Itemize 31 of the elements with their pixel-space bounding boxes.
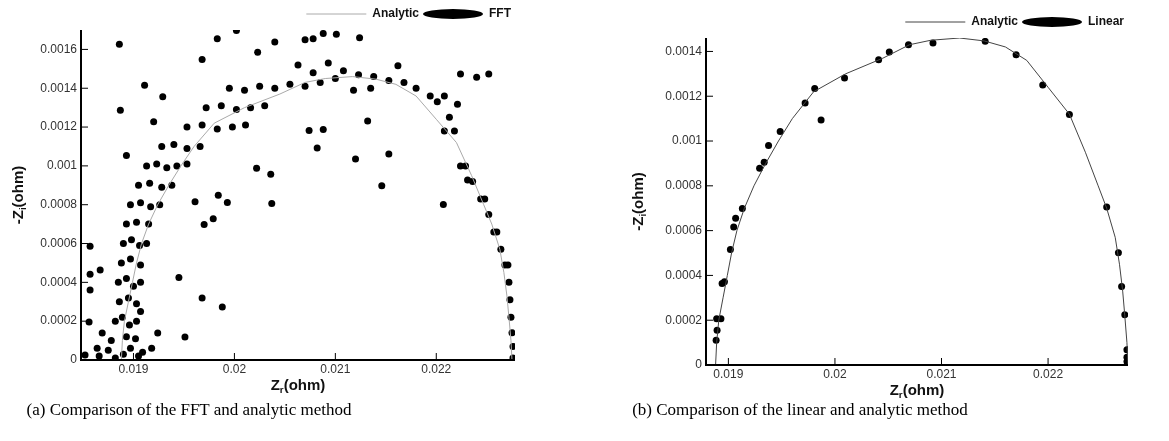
x-tick-label: 0.019 <box>118 361 149 376</box>
legend-label: Linear <box>1087 14 1125 29</box>
legend-label: FFT <box>489 6 512 21</box>
y-tick-label: 0.0002 <box>665 312 703 327</box>
x-tick-label: 0.022 <box>421 361 452 376</box>
legend-label: Analytic <box>971 14 1019 29</box>
x-tick-label: 0.02 <box>222 361 247 376</box>
x-tick-label: 0.022 <box>1033 366 1064 381</box>
y-tick-label: 0.0014 <box>665 43 703 58</box>
legend-label: Analytic <box>372 6 420 21</box>
y-tick-label: 0.0012 <box>40 119 78 134</box>
y-tick-label: 0.0004 <box>665 267 703 282</box>
y-tick-label: 0.0006 <box>665 222 703 237</box>
y-tick-label: 0.0004 <box>40 274 78 289</box>
y-tick-label: 0.0016 <box>40 41 78 56</box>
y-tick-label: 0.0012 <box>665 88 703 103</box>
y-tick-label: 0.001 <box>671 133 703 148</box>
text: (a) Comparison of the FFT and analytic method <box>26 400 352 420</box>
y-tick-label: 0.0006 <box>40 235 78 250</box>
x-tick-label: 0.021 <box>926 366 957 381</box>
y-tick-label: 0.0014 <box>40 80 78 95</box>
y-tick-label: 0.0002 <box>40 313 78 328</box>
x-tick-label: 0.019 <box>713 366 744 381</box>
y-tick-label: 0.001 <box>46 158 78 173</box>
text: (b) Comparison of the linear and analytic method <box>632 400 969 420</box>
y-tick-label: 0.0008 <box>665 178 703 193</box>
x-tick-label: 0.021 <box>320 361 351 376</box>
y-tick-label: 0.0008 <box>40 197 78 212</box>
x-tick-label: 0.02 <box>823 366 847 381</box>
y-tick-label: 0 <box>70 352 78 367</box>
y-tick-label: 0 <box>695 357 703 372</box>
